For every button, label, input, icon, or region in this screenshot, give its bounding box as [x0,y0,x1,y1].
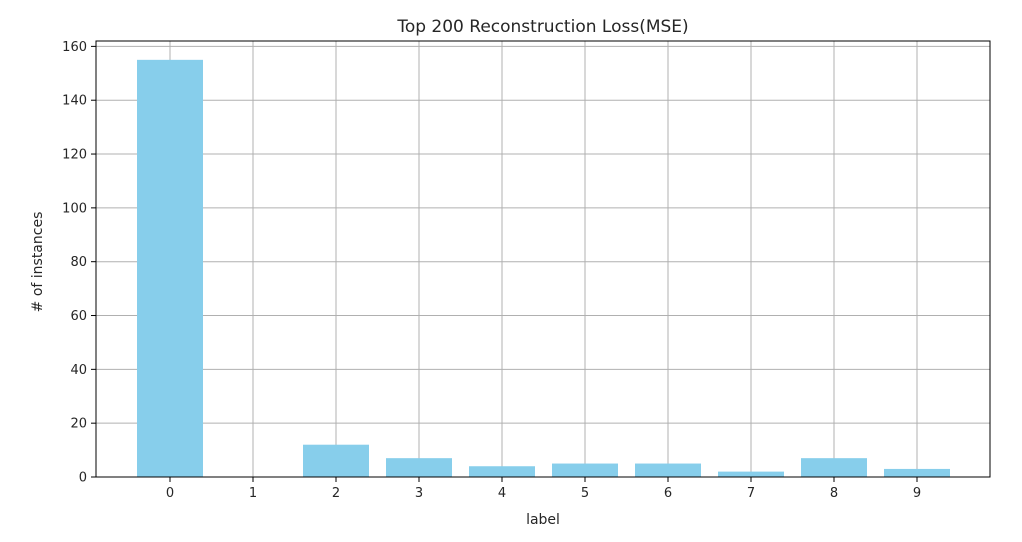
chart-title: Top 200 Reconstruction Loss(MSE) [396,17,688,37]
y-tick-label: 100 [62,201,87,216]
x-axis-label: label [526,512,560,528]
bar-4 [469,466,535,477]
y-tick-label: 160 [62,40,87,55]
x-tick-label: 4 [498,486,506,501]
x-tick-label: 0 [166,486,174,501]
bar-2 [303,444,369,477]
bar-6 [635,463,701,477]
bar-5 [552,463,618,477]
y-tick-label: 120 [62,148,87,163]
bar-layer [137,59,950,477]
y-tick-label: 140 [62,94,87,109]
tick-layer: 0 1 2 3 4 5 6 7 8 9 0 20 40 60 80 100 120 140 160 [62,40,921,501]
bar-7 [718,471,784,477]
y-tick-label: 0 [79,471,87,486]
y-tick-label: 20 [70,417,87,432]
bar-0 [137,59,203,477]
x-tick-label: 1 [249,486,257,501]
y-axis-label: # of instances [30,212,46,313]
x-tick-label: 7 [747,486,755,501]
bar-9 [884,468,950,477]
x-tick-label: 3 [415,486,423,501]
x-tick-label: 8 [830,486,838,501]
y-tick-label: 60 [70,309,87,324]
x-tick-label: 6 [664,486,672,501]
plot-area-frame [95,40,991,478]
bar-3 [386,458,452,477]
x-tick-label: 5 [581,486,589,501]
x-tick-label: 2 [332,486,340,501]
y-tick-label: 80 [70,255,87,270]
x-tick-label: 9 [913,486,921,501]
grid-layer [96,41,990,478]
y-tick-label: 40 [70,363,87,378]
bar-8 [801,458,867,477]
